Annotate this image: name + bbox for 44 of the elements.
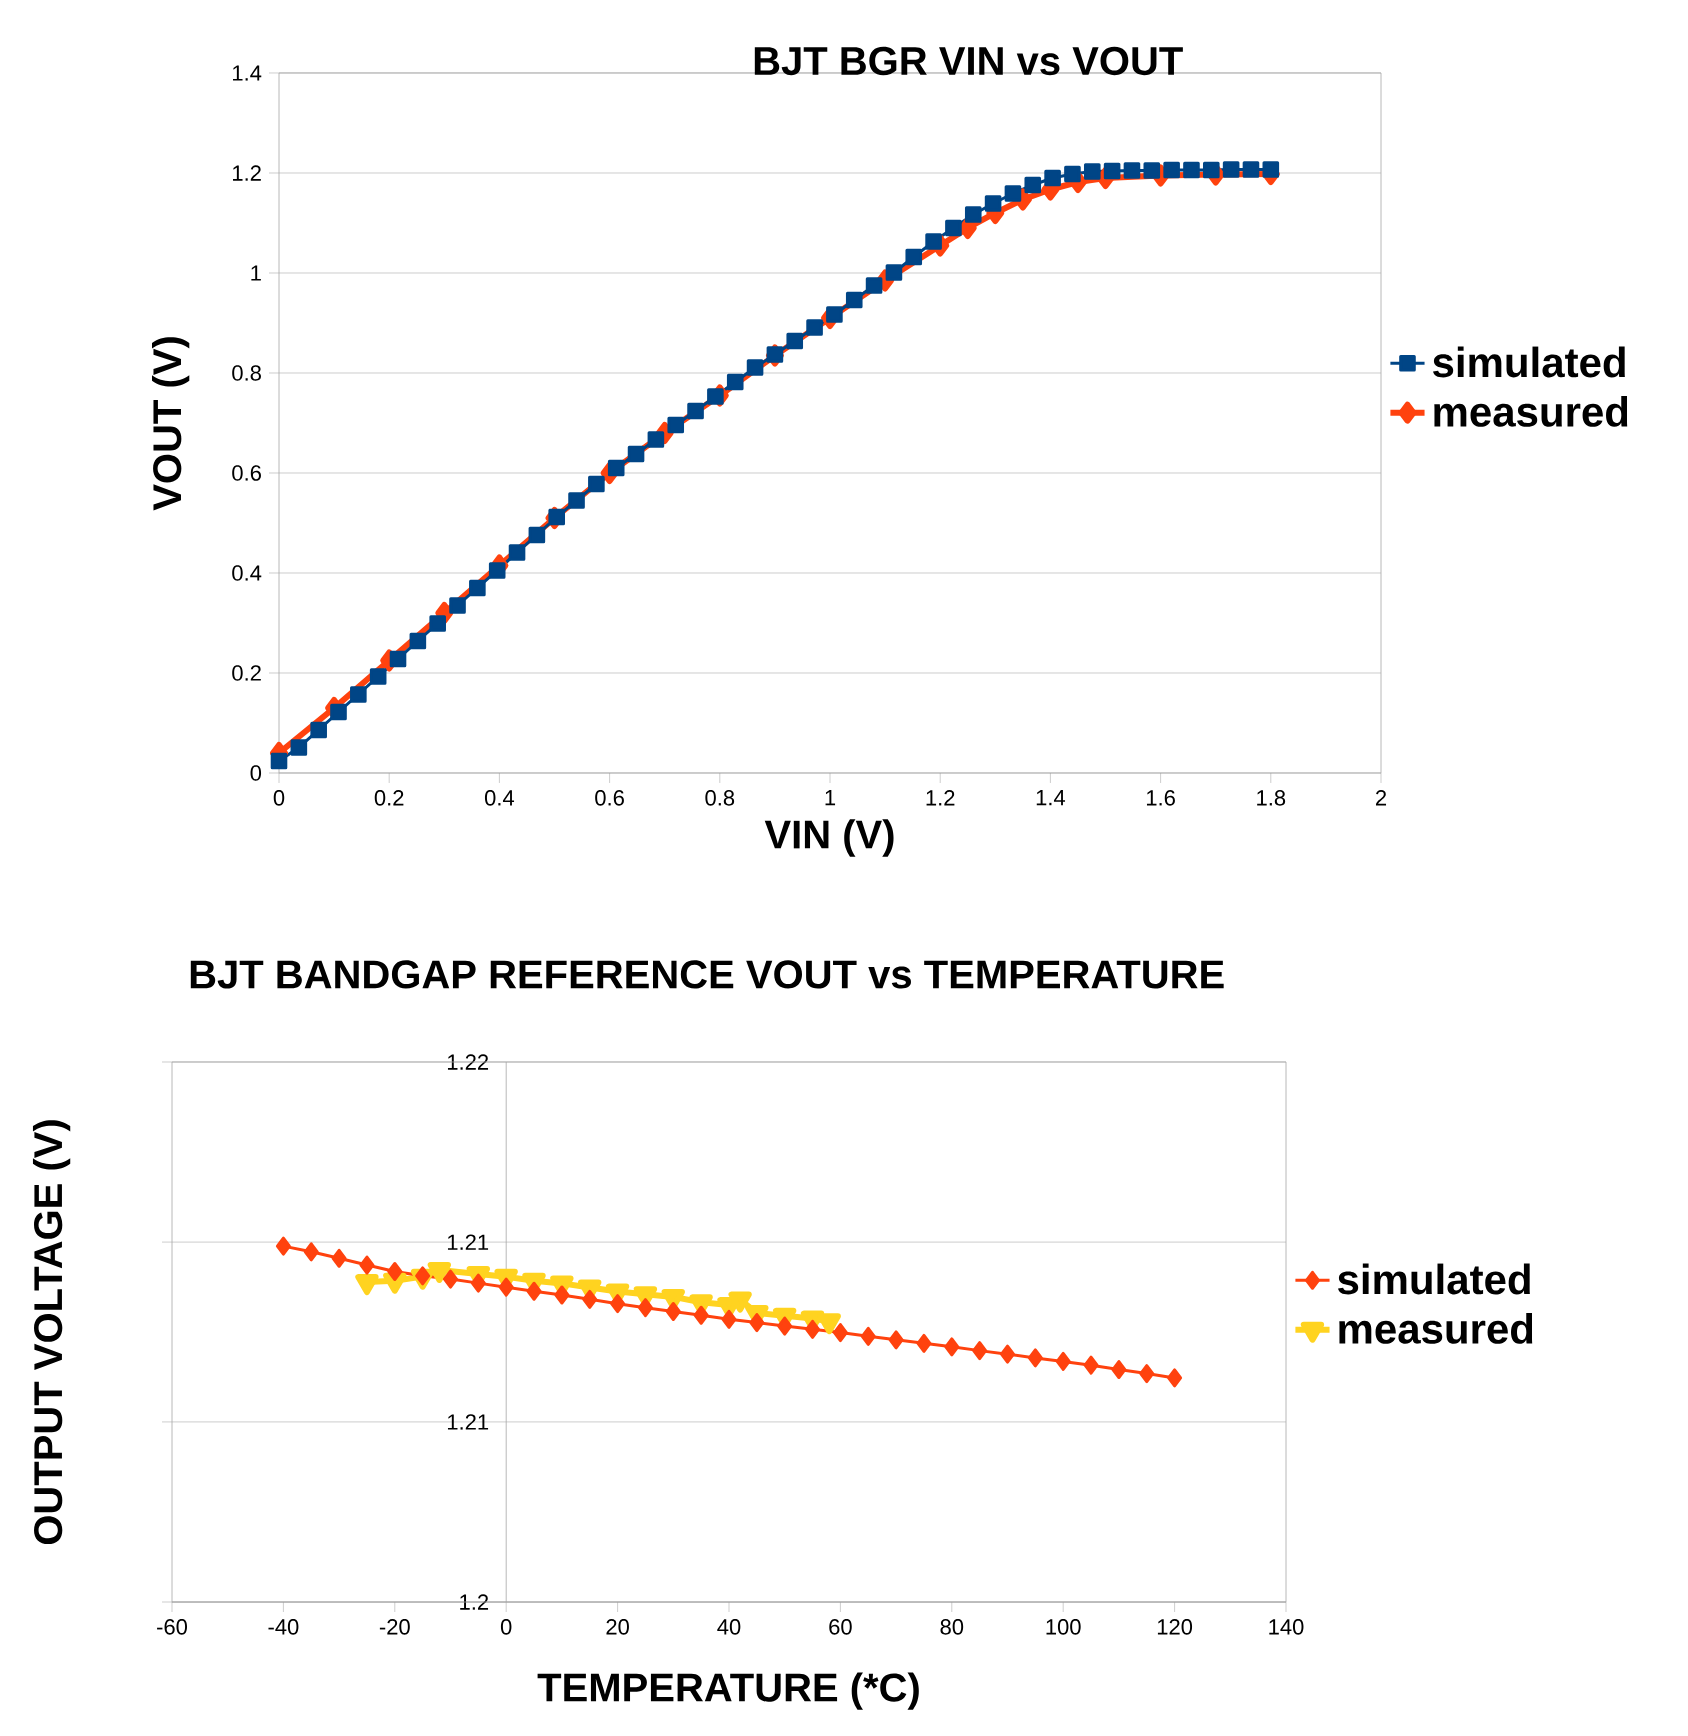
y-tick-label: 1.2 xyxy=(233,165,261,181)
x-tick-label: 0 xyxy=(500,1619,512,1635)
x-axis-title: TEMPERATURE (*C) xyxy=(537,1672,919,1710)
x-tick-label: 120 xyxy=(1157,1619,1193,1635)
x-tick-label: 140 xyxy=(1269,1619,1304,1635)
x-tick-label: 0.6 xyxy=(595,790,624,806)
y-tick-label: 0 xyxy=(250,765,262,781)
y-tick-label: 1 xyxy=(251,265,261,281)
y-tick-label: 1.4 xyxy=(233,65,262,81)
y-tick-label: 1.21 xyxy=(447,1414,489,1430)
x-tick-label: 80 xyxy=(940,1619,964,1635)
x-tick-label: 1.2 xyxy=(926,790,955,806)
x-axis-title: VIN (V) xyxy=(764,819,894,857)
x-tick-label: 0.4 xyxy=(484,790,515,806)
x-tick-label: -60 xyxy=(157,1619,188,1635)
chart-title: BJT BGR VIN vs VOUT xyxy=(754,46,1183,76)
chart-title: BJT BANDGAP REFERENCE VOUT vs TEMPERATURE xyxy=(190,960,1224,989)
x-tick-label: -40 xyxy=(268,1619,299,1635)
x-tick-label: 100 xyxy=(1046,1619,1081,1635)
legend-label: measured xyxy=(1339,1313,1533,1344)
legend-label: measured xyxy=(1434,395,1628,427)
legend-label: simulated xyxy=(1338,1263,1530,1295)
x-tick-label: 1.6 xyxy=(1146,790,1175,806)
x-tick-label: 1.4 xyxy=(1036,790,1066,806)
x-tick-label: 0 xyxy=(273,790,285,806)
y-tick-label: 1.21 xyxy=(447,1234,489,1250)
legend-label: simulated xyxy=(1433,346,1625,378)
x-tick-label: 1.8 xyxy=(1257,790,1286,806)
y-tick-label: 0.6 xyxy=(232,465,261,481)
x-tick-label: 60 xyxy=(829,1619,852,1635)
y-tick-label: 1.22 xyxy=(447,1054,489,1070)
x-tick-label: 0.8 xyxy=(705,790,735,806)
x-tick-label: -20 xyxy=(379,1619,410,1635)
y-tick-label: 1.2 xyxy=(460,1594,489,1610)
x-tick-label: 20 xyxy=(606,1619,629,1635)
y-tick-label: 0.2 xyxy=(232,665,261,681)
y-tick-label: 0.8 xyxy=(232,365,261,381)
y-axis-title: VOUT (V) xyxy=(152,337,190,511)
x-tick-label: 40 xyxy=(717,1619,741,1635)
x-tick-label: 2 xyxy=(1375,790,1387,806)
y-axis-title: OUTPUT VOLTAGE (V) xyxy=(32,1120,71,1545)
y-tick-label: 0.4 xyxy=(232,565,262,581)
x-tick-label: 0.2 xyxy=(374,790,404,806)
x-tick-label: 1 xyxy=(825,790,836,806)
